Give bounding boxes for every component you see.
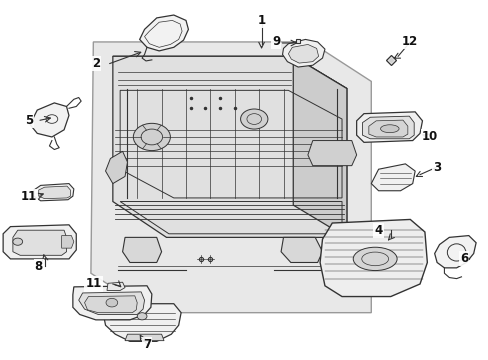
Polygon shape bbox=[320, 220, 427, 297]
Polygon shape bbox=[30, 103, 69, 137]
Polygon shape bbox=[140, 15, 188, 51]
Polygon shape bbox=[91, 42, 370, 313]
Polygon shape bbox=[39, 186, 70, 199]
Polygon shape bbox=[307, 140, 356, 166]
Text: 1: 1 bbox=[257, 14, 265, 27]
Text: 11: 11 bbox=[85, 278, 101, 291]
Polygon shape bbox=[3, 225, 76, 259]
Text: 8: 8 bbox=[35, 260, 43, 273]
Circle shape bbox=[240, 109, 267, 129]
Polygon shape bbox=[107, 282, 125, 291]
Polygon shape bbox=[112, 300, 136, 309]
Polygon shape bbox=[434, 235, 475, 268]
Text: 5: 5 bbox=[25, 114, 33, 127]
Circle shape bbox=[133, 123, 170, 150]
Polygon shape bbox=[84, 296, 137, 313]
Text: 4: 4 bbox=[374, 224, 382, 237]
Text: 12: 12 bbox=[401, 35, 418, 49]
Ellipse shape bbox=[380, 125, 398, 133]
Polygon shape bbox=[125, 334, 163, 341]
Polygon shape bbox=[282, 40, 325, 67]
Polygon shape bbox=[34, 184, 74, 201]
Polygon shape bbox=[79, 292, 144, 315]
Polygon shape bbox=[293, 56, 346, 237]
Text: 7: 7 bbox=[142, 338, 151, 351]
Polygon shape bbox=[288, 44, 318, 63]
Polygon shape bbox=[370, 164, 414, 191]
Text: 10: 10 bbox=[421, 130, 437, 144]
Text: 2: 2 bbox=[92, 57, 100, 70]
Polygon shape bbox=[368, 120, 407, 137]
Polygon shape bbox=[73, 286, 152, 320]
Polygon shape bbox=[13, 230, 66, 255]
Circle shape bbox=[137, 313, 147, 320]
Polygon shape bbox=[113, 56, 346, 89]
Text: 9: 9 bbox=[271, 35, 280, 49]
Polygon shape bbox=[61, 235, 74, 248]
Polygon shape bbox=[103, 304, 181, 341]
Text: 6: 6 bbox=[459, 252, 467, 265]
Polygon shape bbox=[105, 151, 127, 184]
Text: 3: 3 bbox=[432, 161, 440, 174]
Polygon shape bbox=[362, 116, 413, 139]
Text: 11: 11 bbox=[21, 190, 37, 203]
Ellipse shape bbox=[352, 247, 396, 271]
Polygon shape bbox=[356, 112, 422, 142]
Circle shape bbox=[13, 238, 22, 245]
Polygon shape bbox=[281, 237, 322, 262]
Polygon shape bbox=[113, 56, 346, 237]
Polygon shape bbox=[122, 237, 161, 262]
Circle shape bbox=[106, 298, 118, 307]
